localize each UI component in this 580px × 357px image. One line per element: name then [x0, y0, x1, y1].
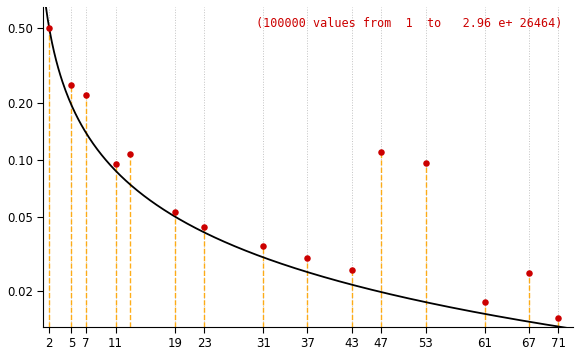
Point: [259, 243, 268, 248]
Point: [524, 270, 534, 276]
Text: (100000 values from  1  to   2.96 e+ 26464): (100000 values from 1 to 2.96 e+ 26464): [256, 16, 563, 30]
Point: [126, 151, 135, 156]
Point: [376, 149, 386, 155]
Point: [111, 161, 120, 167]
Point: [67, 82, 76, 88]
Point: [347, 267, 356, 273]
Point: [45, 26, 54, 31]
Point: [82, 92, 91, 98]
Point: [170, 209, 179, 215]
Point: [554, 315, 563, 321]
Point: [421, 160, 430, 166]
Point: [200, 224, 209, 230]
Point: [480, 300, 489, 305]
Point: [303, 256, 312, 261]
